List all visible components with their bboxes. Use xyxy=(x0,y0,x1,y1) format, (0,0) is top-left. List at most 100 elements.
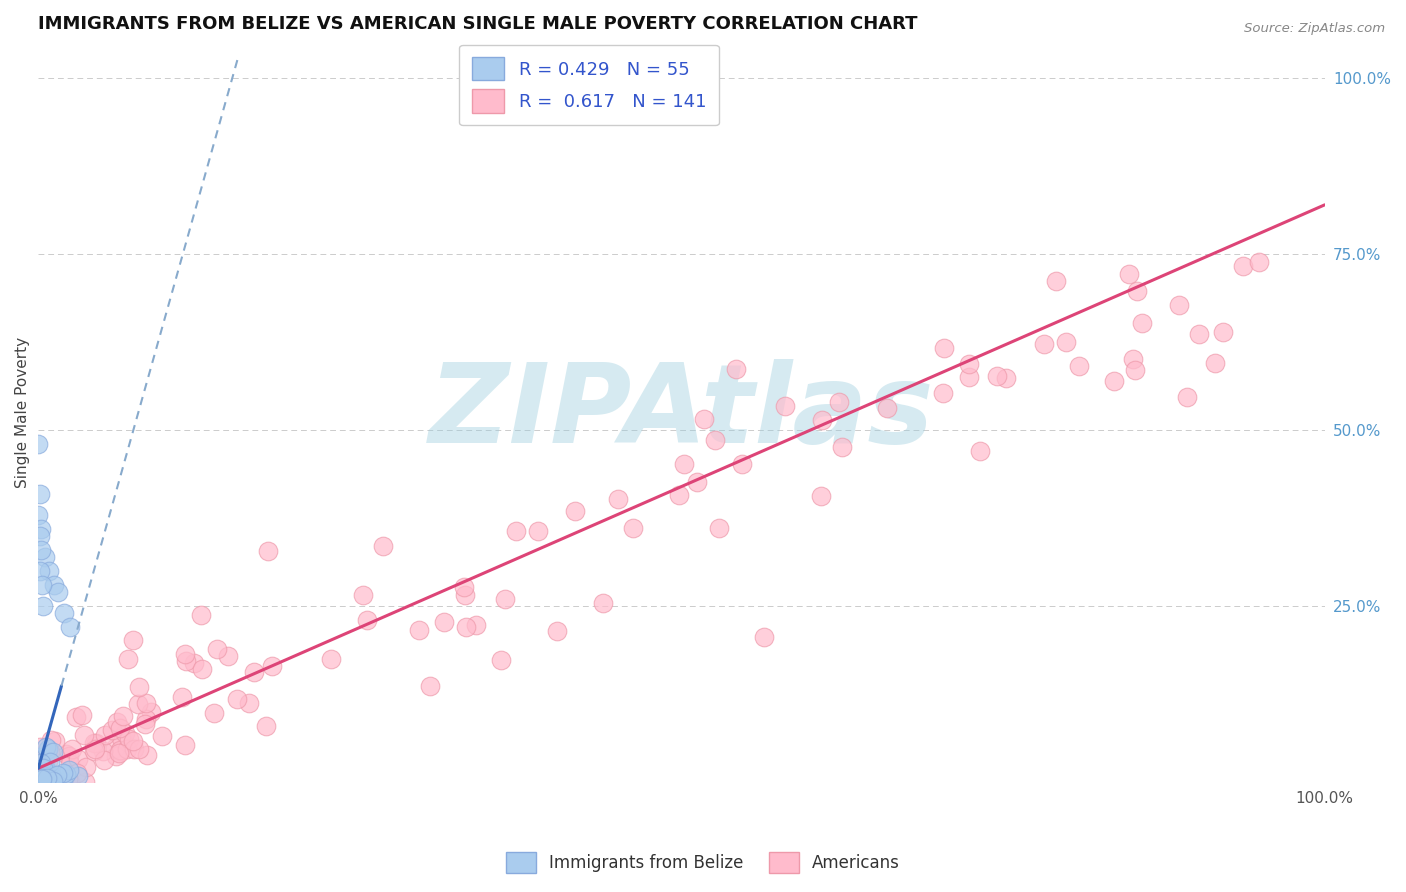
Point xyxy=(34,761,56,775)
Point xyxy=(34,768,56,782)
Point xyxy=(49,775,72,789)
Point xyxy=(55,747,77,761)
Point xyxy=(242,665,264,679)
Point xyxy=(773,400,796,414)
Point xyxy=(238,696,260,710)
Point xyxy=(67,751,90,765)
Point xyxy=(83,736,105,750)
Point xyxy=(752,630,775,644)
Point xyxy=(546,624,568,639)
Point xyxy=(58,763,80,777)
Point xyxy=(31,770,53,784)
Point xyxy=(621,521,644,535)
Point xyxy=(28,772,51,787)
Point xyxy=(831,440,853,454)
Point xyxy=(262,658,284,673)
Point xyxy=(117,652,139,666)
Point xyxy=(703,433,725,447)
Point xyxy=(456,620,478,634)
Point xyxy=(104,740,127,755)
Point xyxy=(35,769,58,783)
Point xyxy=(30,750,52,764)
Text: ZIPAtlas: ZIPAtlas xyxy=(429,359,934,467)
Point xyxy=(254,718,277,732)
Point xyxy=(828,395,851,409)
Point xyxy=(52,765,75,780)
Point xyxy=(32,599,55,614)
Point xyxy=(139,705,162,719)
Point xyxy=(42,773,65,788)
Point xyxy=(352,588,374,602)
Point xyxy=(957,370,980,384)
Point xyxy=(607,491,630,506)
Point xyxy=(527,524,550,538)
Point xyxy=(31,775,53,789)
Point xyxy=(31,773,53,788)
Point xyxy=(124,741,146,756)
Point xyxy=(986,368,1008,383)
Point xyxy=(356,613,378,627)
Point xyxy=(41,775,63,789)
Point xyxy=(371,539,394,553)
Point xyxy=(32,764,55,779)
Point xyxy=(83,741,105,756)
Point xyxy=(207,642,229,657)
Point xyxy=(969,443,991,458)
Point xyxy=(28,529,51,543)
Point xyxy=(957,357,980,371)
Point xyxy=(225,691,247,706)
Point xyxy=(668,487,690,501)
Point xyxy=(34,773,56,788)
Point xyxy=(56,775,79,789)
Point xyxy=(75,775,97,789)
Point xyxy=(30,771,52,785)
Point xyxy=(202,706,225,720)
Point xyxy=(46,768,69,782)
Point xyxy=(136,747,159,762)
Point xyxy=(110,743,132,757)
Point xyxy=(84,736,107,750)
Point xyxy=(256,544,278,558)
Point xyxy=(32,764,55,778)
Point xyxy=(1118,267,1140,281)
Point xyxy=(27,437,49,451)
Point xyxy=(37,747,59,762)
Point xyxy=(592,596,614,610)
Point xyxy=(37,775,59,789)
Point xyxy=(319,652,342,666)
Point xyxy=(174,647,197,661)
Point xyxy=(122,734,145,748)
Point xyxy=(38,745,60,759)
Point xyxy=(34,549,56,564)
Point xyxy=(1249,254,1271,268)
Point xyxy=(114,726,136,740)
Point xyxy=(173,738,195,752)
Point xyxy=(217,649,239,664)
Point xyxy=(30,543,52,558)
Point xyxy=(28,772,51,787)
Point xyxy=(42,771,65,785)
Point xyxy=(693,412,716,426)
Point xyxy=(191,662,214,676)
Point xyxy=(59,775,82,789)
Y-axis label: Single Male Poverty: Single Male Poverty xyxy=(15,337,30,488)
Point xyxy=(454,588,477,602)
Point xyxy=(58,772,80,787)
Point xyxy=(931,386,953,401)
Point xyxy=(1167,298,1189,312)
Point xyxy=(101,723,124,737)
Point xyxy=(707,521,730,535)
Point xyxy=(725,362,748,376)
Point xyxy=(28,750,51,764)
Point xyxy=(35,772,58,786)
Point xyxy=(1130,316,1153,330)
Point xyxy=(66,769,89,783)
Text: IMMIGRANTS FROM BELIZE VS AMERICAN SINGLE MALE POVERTY CORRELATION CHART: IMMIGRANTS FROM BELIZE VS AMERICAN SINGL… xyxy=(38,15,918,33)
Point xyxy=(41,771,63,785)
Point xyxy=(1102,374,1125,388)
Point xyxy=(489,653,512,667)
Point xyxy=(65,710,87,724)
Point xyxy=(37,775,59,789)
Text: Source: ZipAtlas.com: Source: ZipAtlas.com xyxy=(1244,22,1385,36)
Point xyxy=(1125,284,1147,298)
